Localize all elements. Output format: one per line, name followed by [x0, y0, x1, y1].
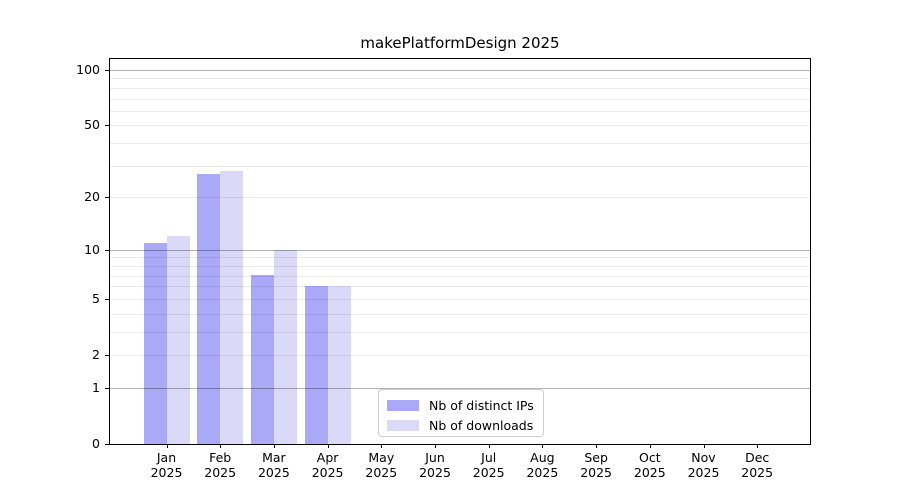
x-tick-mark [703, 444, 705, 448]
y-tick-label: 10 [84, 241, 100, 257]
y-tick-label: 5 [92, 290, 100, 306]
y-tick-mark [105, 444, 109, 445]
gridline-minor [110, 125, 810, 127]
y-tick-mark [105, 387, 109, 389]
y-tick-mark [105, 125, 109, 127]
y-tick-mark [105, 197, 109, 199]
gridline-major [110, 387, 810, 389]
x-tick-label: Apr 2025 [311, 450, 344, 480]
y-tick-label: 2 [92, 347, 100, 362]
legend-item-downloads: Nb of downloads [387, 416, 535, 434]
gridline-minor [110, 355, 810, 356]
x-tick-label: Mar 2025 [257, 450, 290, 480]
legend: Nb of distinct IPs Nb of downloads [378, 389, 544, 437]
gridline-minor [110, 87, 810, 89]
gridline-minor [110, 197, 810, 199]
x-tick-mark [542, 444, 544, 448]
legend-swatch-distinct-ips [387, 399, 419, 411]
legend-label-downloads: Nb of downloads [429, 417, 534, 433]
gridline-major [110, 249, 810, 251]
x-tick-label: May 2025 [365, 450, 398, 480]
plot-area: 100 50 20 10 5 2 1 0 Jan 2025 Feb 2025 Mar 2025 Apr… [76, 58, 811, 480]
x-tick-label: Jan 2025 [150, 450, 183, 480]
x-tick-label: Jul 2025 [472, 450, 505, 480]
x-tick-mark [435, 444, 436, 448]
y-tick-mark [105, 298, 109, 300]
x-tick-label: Dec 2025 [741, 450, 774, 480]
x-tick-label: Aug 2025 [526, 450, 559, 480]
y-tick-label: 50 [84, 117, 100, 133]
y-tick-mark [105, 249, 109, 251]
x-tick-mark [166, 444, 168, 448]
x-tick-mark [273, 444, 275, 448]
bar-downloads [166, 236, 190, 444]
gridline-minor [110, 286, 810, 288]
gridline-minor [110, 298, 810, 300]
gridline-minor [110, 331, 810, 333]
x-tick-label: Nov 2025 [687, 450, 720, 480]
legend-label-distinct-ips: Nb of distinct IPs [429, 397, 534, 413]
x-tick-mark [596, 444, 598, 448]
y-tick-label: 0 [92, 436, 100, 451]
legend-item-distinct-ips: Nb of distinct IPs [387, 396, 535, 414]
bar-distinct-ips [197, 173, 221, 444]
chart-title: makePlatformDesign 2025 [360, 34, 560, 52]
x-tick-mark [649, 444, 651, 448]
y-tick-label: 100 [76, 62, 100, 77]
gridline-minor [110, 265, 810, 267]
legend-swatch-downloads [387, 419, 419, 431]
x-tick-mark [220, 444, 222, 448]
y-tick-mark [105, 355, 109, 356]
x-tick-mark [327, 444, 329, 448]
gridline-major [110, 70, 810, 71]
bar-distinct-ips [143, 242, 167, 444]
y-tick-mark [105, 70, 109, 71]
gridline-minor [110, 313, 810, 315]
x-tick-label: Jun 2025 [419, 450, 451, 480]
x-tick-mark [488, 444, 490, 448]
gridline-minor [110, 98, 810, 100]
x-tick-mark [381, 444, 383, 448]
bar-downloads [327, 286, 351, 444]
gridline-minor [110, 78, 810, 80]
x-tick-mark [757, 444, 759, 448]
y-tick-label: 20 [84, 189, 100, 205]
gridline-minor [110, 165, 810, 167]
x-tick-label: Feb 2025 [204, 450, 237, 480]
gridline-minor [110, 275, 810, 277]
bar-distinct-ips [250, 275, 274, 444]
bar-downloads [220, 171, 244, 444]
gridline-minor [110, 110, 810, 112]
x-tick-label: Sep 2025 [580, 450, 612, 480]
x-tick-label: Oct 2025 [633, 450, 666, 480]
y-tick-label: 1 [92, 379, 100, 395]
bar-distinct-ips [304, 286, 328, 444]
bar-downloads [273, 249, 297, 444]
gridline-minor [110, 257, 810, 259]
gridline-minor [110, 143, 810, 145]
